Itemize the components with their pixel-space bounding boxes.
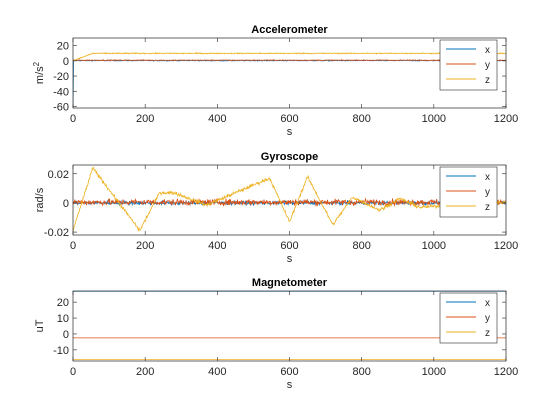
legend-label-y: y — [485, 187, 490, 198]
y-tick-label: 20 — [57, 41, 69, 53]
legend-box — [439, 166, 498, 218]
legend-label-z: z — [485, 328, 490, 339]
x-tick-label: 0 — [70, 366, 76, 378]
chart-title: Gyroscope — [261, 151, 318, 163]
x-tick-label: 200 — [136, 240, 154, 252]
x-tick-label: 800 — [352, 240, 370, 252]
legend-label-y: y — [485, 60, 490, 71]
series-line-z — [73, 51, 506, 62]
legend-label-z: z — [485, 202, 490, 213]
chart-title: Accelerometer — [251, 24, 328, 36]
legend-box — [439, 39, 498, 91]
y-tick-label: -40 — [53, 86, 69, 98]
legend-box — [439, 292, 498, 344]
series-line-y — [73, 197, 506, 208]
axes-1: 0 200 400 600 800 1000 1200-0.0200.02Gyroscope… — [34, 151, 518, 265]
x-tick-label: 600 — [280, 240, 298, 252]
x-tick-label: 400 — [208, 113, 226, 125]
x-tick-label: 600 — [280, 113, 298, 125]
x-tick-label: 400 — [208, 240, 226, 252]
y-tick-label: -20 — [53, 71, 69, 83]
legend: xyz — [439, 39, 498, 91]
y-axis-label-exponent: 2 — [32, 61, 41, 66]
legend-label-z: z — [485, 75, 490, 86]
x-tick-label: 200 — [136, 113, 154, 125]
x-tick-label: 1000 — [422, 240, 446, 252]
x-axis-label: s — [287, 379, 293, 391]
y-tick-label: 20 — [57, 297, 69, 309]
x-tick-label: 1000 — [422, 366, 446, 378]
axes-2: 0 200 400 600 800 1000 1200-1001020Magnetomete… — [34, 277, 518, 391]
x-tick-label: 800 — [352, 366, 370, 378]
legend-label-x: x — [485, 298, 490, 309]
x-tick-label: 1200 — [494, 366, 518, 378]
y-tick-label: 0 — [63, 198, 69, 210]
x-tick-label: 0 — [70, 240, 76, 252]
x-axis-label: s — [287, 126, 293, 138]
y-tick-label: -0.02 — [44, 227, 69, 239]
x-tick-label: 1200 — [494, 240, 518, 252]
legend-label-x: x — [485, 45, 490, 56]
y-tick-label: 0 — [63, 56, 69, 68]
series-group — [73, 166, 506, 232]
y-tick-label: -10 — [53, 345, 69, 357]
x-tick-label: 0 — [70, 113, 76, 125]
y-tick-label: 0 — [63, 329, 69, 341]
legend: xyz — [439, 292, 498, 344]
series-line-z — [73, 166, 506, 232]
x-tick-label: 1000 — [422, 113, 446, 125]
x-tick-label: 200 — [136, 366, 154, 378]
axes-0: 0 200 400 600 800 1000 1200 -60 -40 -20 0 20 Acceler… — [32, 24, 518, 138]
y-axis-label: uT — [34, 319, 46, 332]
x-tick-label: 800 — [352, 113, 370, 125]
legend: xyz — [439, 166, 498, 218]
x-axis-label: s — [287, 253, 293, 265]
y-axis-label: rad/s — [34, 187, 46, 212]
chart-title: Magnetometer — [252, 277, 328, 289]
legend-label-x: x — [485, 172, 490, 183]
y-axis-label: m/s2 — [32, 61, 46, 84]
legend-label-y: y — [485, 313, 490, 324]
series-line-y — [73, 58, 506, 62]
x-tick-label: 600 — [280, 366, 298, 378]
y-tick-label: -60 — [53, 101, 69, 113]
x-tick-label: 400 — [208, 366, 226, 378]
x-tick-label: 1200 — [494, 113, 518, 125]
series-group — [73, 51, 506, 107]
y-tick-label: 0.02 — [48, 169, 69, 181]
y-tick-label: 10 — [57, 313, 69, 325]
